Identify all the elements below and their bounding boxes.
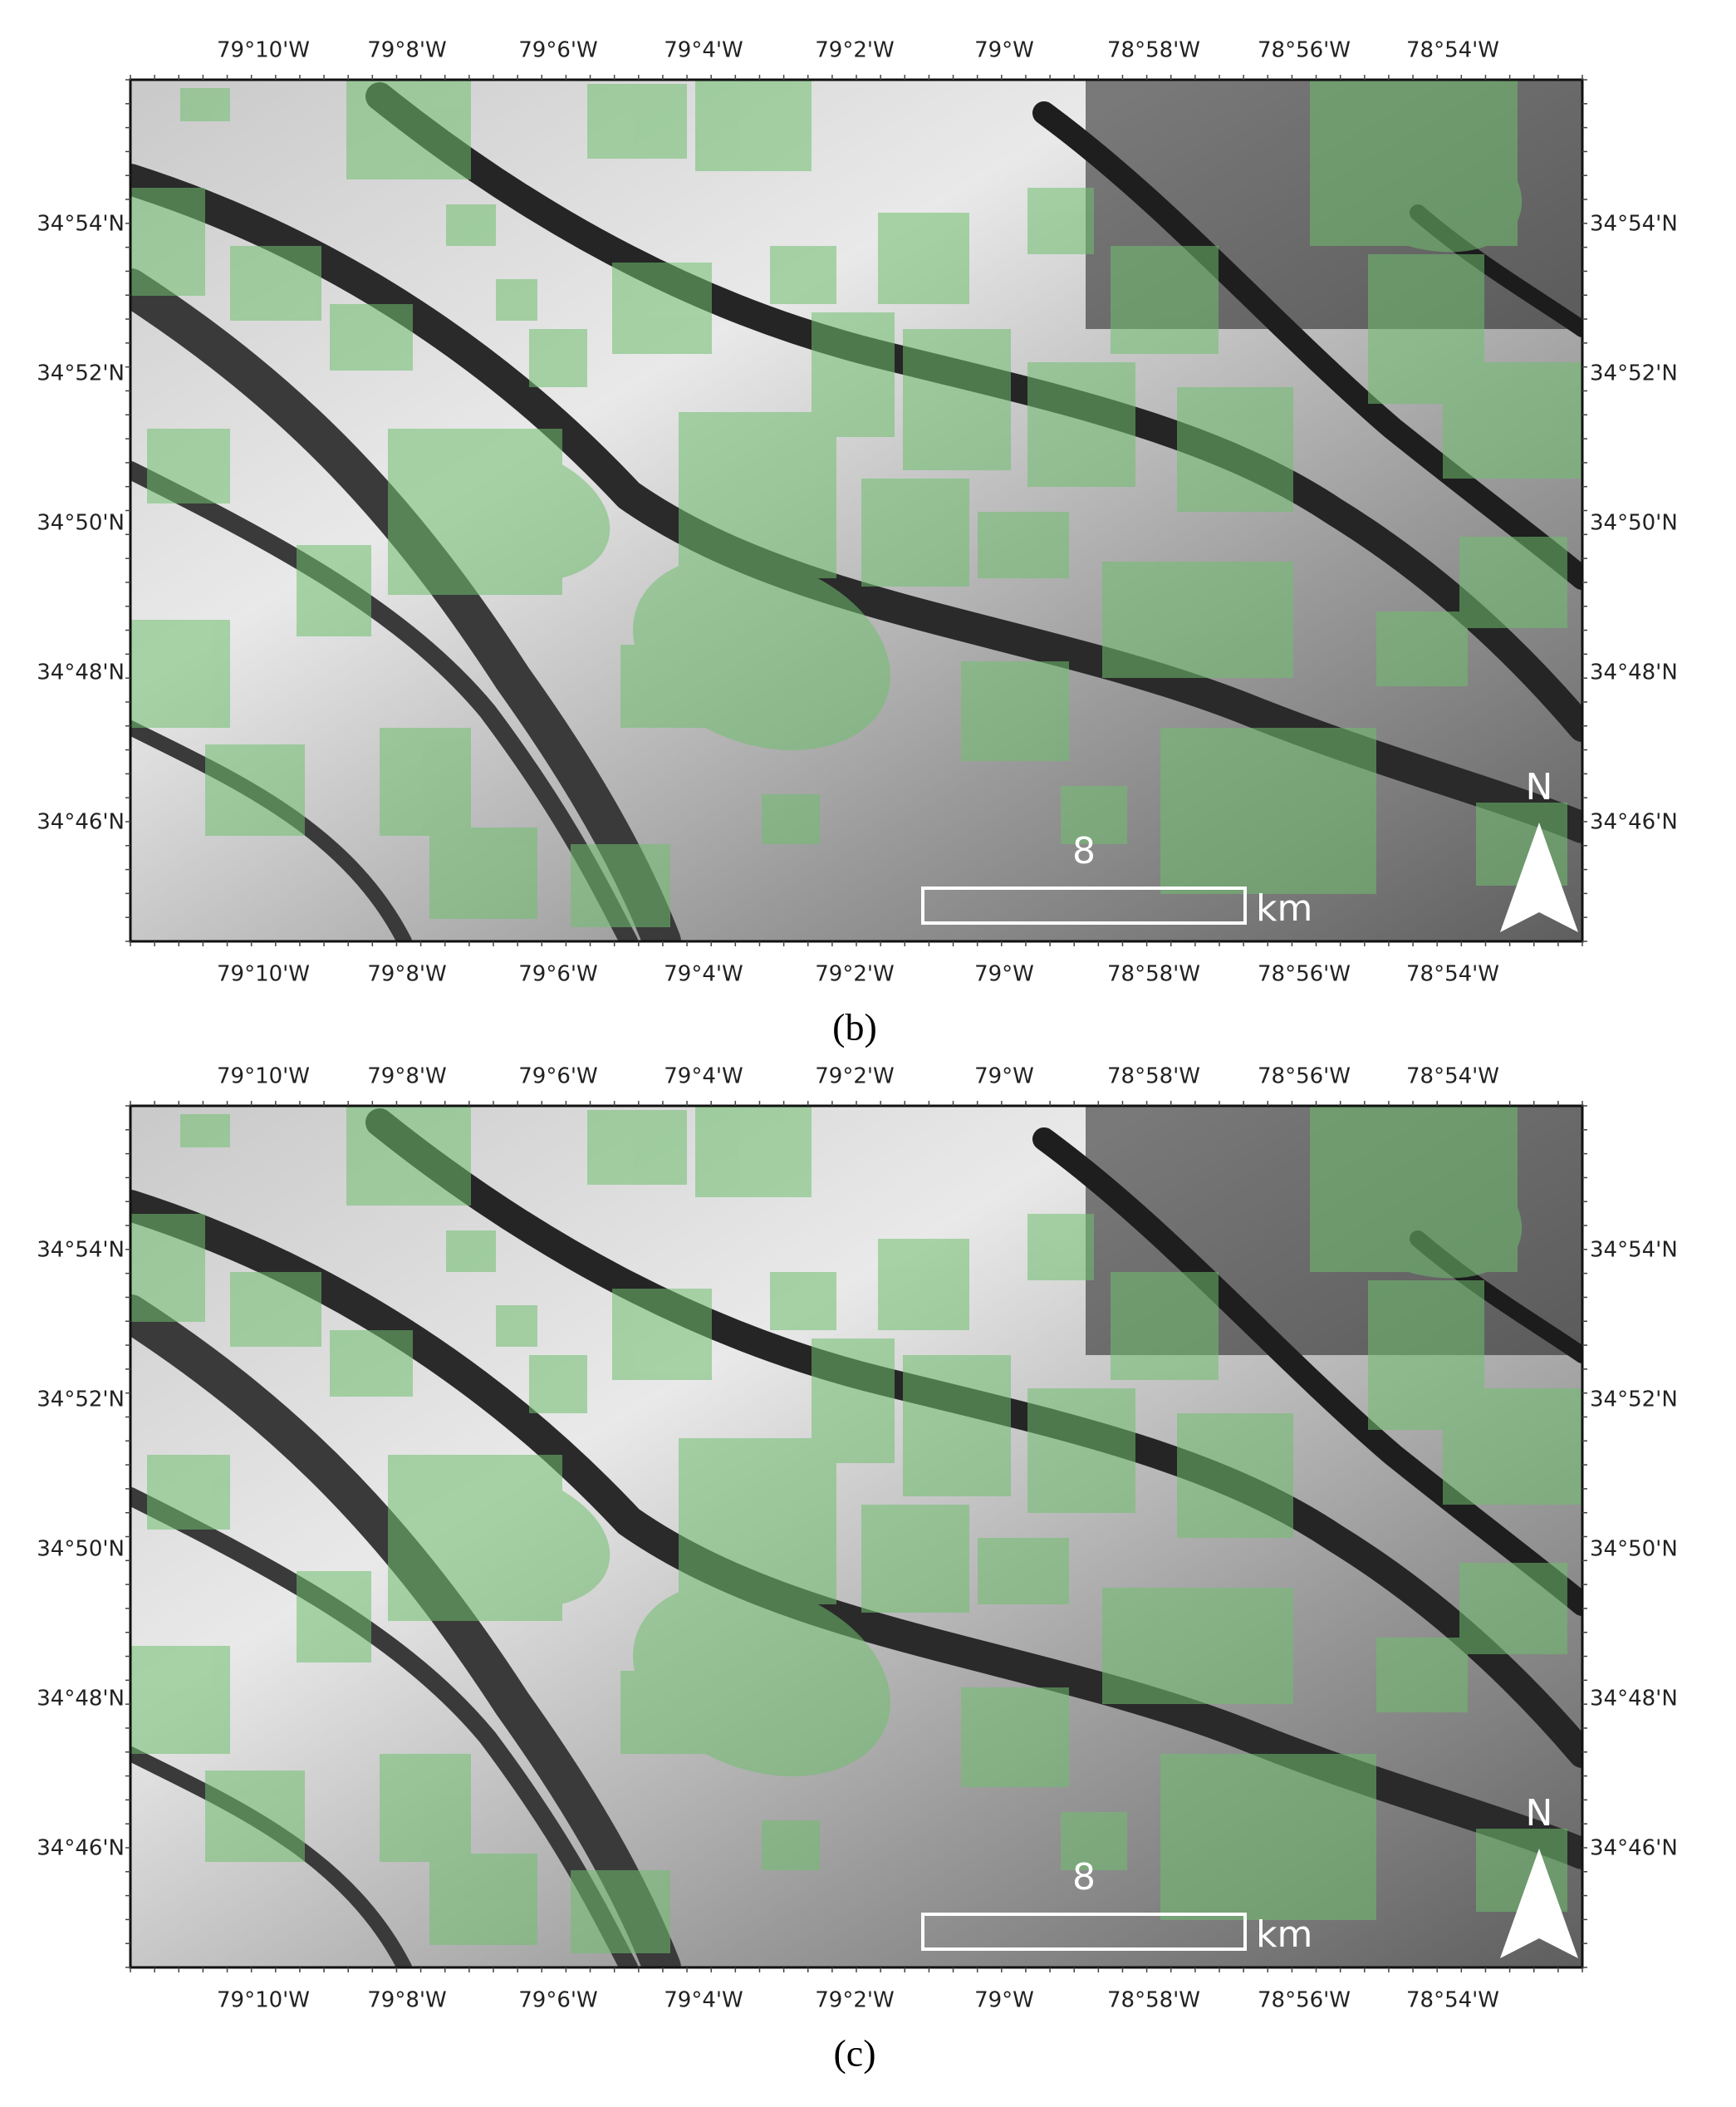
longitude-label: 79°6'W [518, 962, 597, 987]
longitude-label: 79°W [974, 1064, 1034, 1089]
longitude-label: 78°54'W [1406, 38, 1499, 63]
scale-bar [921, 1913, 1247, 1951]
longitude-label: 79°6'W [518, 1988, 597, 2013]
longitude-label: 78°56'W [1258, 962, 1351, 987]
longitude-label: 78°56'W [1258, 38, 1351, 63]
latitude-label: 34°54'N [1590, 1238, 1678, 1263]
longitude-label: 79°4'W [664, 38, 743, 63]
latitude-label: 34°48'N [1590, 661, 1678, 685]
longitude-label: 78°58'W [1107, 962, 1200, 987]
longitude-label: 79°10'W [217, 38, 310, 63]
longitude-label: 79°6'W [518, 1064, 597, 1089]
longitude-label: 79°W [974, 1988, 1034, 2013]
longitude-label: 79°4'W [664, 962, 743, 987]
panel-label: (c) [833, 2032, 875, 2075]
latitude-label: 34°54'N [37, 1238, 125, 1263]
longitude-label: 79°8'W [367, 38, 446, 63]
scale-unit: km [1256, 887, 1312, 930]
latitude-label: 34°52'N [37, 1387, 125, 1412]
longitude-label: 79°8'W [367, 1988, 446, 2013]
longitude-label: 79°2'W [815, 1064, 894, 1089]
longitude-label: 78°58'W [1107, 1064, 1200, 1089]
longitude-label: 78°54'W [1406, 1988, 1499, 2013]
latitude-label: 34°46'N [1590, 1836, 1678, 1861]
latitude-label: 34°50'N [1590, 511, 1678, 536]
longitude-label: 78°54'W [1406, 1064, 1499, 1089]
latitude-label: 34°46'N [1590, 810, 1678, 835]
latitude-label: 34°50'N [1590, 1537, 1678, 1562]
latitude-label: 34°50'N [37, 1537, 125, 1562]
scale-value: 8 [1072, 1856, 1096, 1898]
longitude-label: 78°56'W [1258, 1988, 1351, 2013]
latitude-label: 34°52'N [1590, 361, 1678, 386]
longitude-label: 79°8'W [367, 1064, 446, 1089]
longitude-label: 78°56'W [1258, 1064, 1351, 1089]
latitude-label: 34°48'N [37, 1687, 125, 1712]
north-arrow [1500, 823, 1578, 932]
latitude-label: 34°46'N [37, 810, 125, 835]
longitude-label: 79°4'W [664, 1064, 743, 1089]
latitude-label: 34°48'N [37, 661, 125, 685]
longitude-label: 78°54'W [1406, 962, 1499, 987]
panel-label: (b) [832, 1006, 877, 1049]
longitude-label: 79°W [974, 38, 1034, 63]
longitude-label: 79°8'W [367, 962, 446, 987]
longitude-label: 78°58'W [1107, 38, 1200, 63]
scale-unit: km [1256, 1913, 1312, 1956]
map-panel: 79°10'W 79°8'W 79°6'W 79°4'W 79°2'W 79°W 78°58… [37, 1064, 1678, 2075]
longitude-label: 79°4'W [664, 1988, 743, 2013]
longitude-label: 79°10'W [217, 962, 310, 987]
latitude-label: 34°54'N [37, 212, 125, 237]
longitude-label: 79°2'W [815, 38, 894, 63]
latitude-label: 34°46'N [37, 1836, 125, 1861]
map-panel: 79°10'W 79°8'W 79°6'W 79°4'W 79°2'W 79°W 78°58… [37, 38, 1678, 1049]
scale-bar [921, 887, 1247, 925]
latitude-label: 34°50'N [37, 511, 125, 536]
map-raster [130, 1106, 1582, 1967]
latitude-label: 34°48'N [1590, 1687, 1678, 1712]
longitude-label: 79°2'W [815, 1988, 894, 2013]
north-label: N [1526, 766, 1553, 808]
longitude-label: 79°10'W [217, 1988, 310, 2013]
longitude-label: 79°10'W [217, 1064, 310, 1089]
north-arrow [1500, 1849, 1578, 1958]
map-raster [130, 80, 1582, 941]
longitude-label: 78°58'W [1107, 1988, 1200, 2013]
longitude-label: 79°2'W [815, 962, 894, 987]
longitude-label: 79°6'W [518, 38, 597, 63]
longitude-label: 79°W [974, 962, 1034, 987]
latitude-label: 34°52'N [37, 361, 125, 386]
latitude-label: 34°54'N [1590, 212, 1678, 237]
scale-value: 8 [1072, 830, 1096, 872]
latitude-label: 34°52'N [1590, 1387, 1678, 1412]
north-label: N [1526, 1792, 1553, 1834]
